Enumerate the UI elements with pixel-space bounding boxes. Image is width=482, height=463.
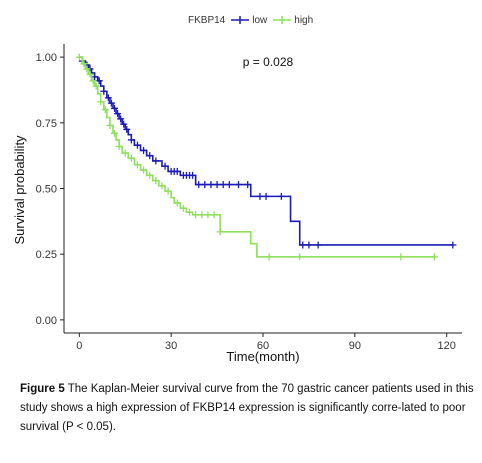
censor-mark-high [158,182,166,190]
y-tick-label: 0.75 [36,118,57,130]
survival-curve-high [79,56,435,258]
x-ticks: 0 30 60 90 120 [76,333,456,352]
legend-swatch-high [273,16,292,24]
x-tick-label: 0 [76,340,82,352]
censor-mark-high [80,60,88,68]
legend-swatch-low [231,16,250,24]
legend-item-high: high [273,15,313,26]
censor-mark-low [195,181,203,189]
censor-mark-low [127,136,135,144]
censor-mark-low [256,192,264,200]
censor-mark-high [216,228,224,236]
y-tick-label: 0.25 [36,249,57,261]
censor-mark-high [111,129,119,137]
legend-label-high: high [294,14,314,26]
figure-caption: Figure 5 The Kaplan-Meier survival curve… [20,380,474,437]
p-value-annotation: p = 0.028 [243,55,294,69]
censor-mark-low [152,157,160,165]
censor-mark-high [430,253,438,261]
y-tick-label: 0.00 [36,315,57,327]
censor-mark-low [189,171,197,179]
legend-title: FKBP14 [188,14,226,26]
x-axis-title: Time(month) [226,349,299,364]
censor-mark-low [235,181,243,189]
censor-mark-high [92,82,100,90]
censor-mark-low [173,167,181,175]
censor-mark-low [120,120,128,128]
censor-mark-high [89,77,97,85]
censor-mark-low [277,192,285,200]
censor-mark-high [164,187,172,195]
censor-mark-high [140,166,148,174]
censor-mark-low [133,141,141,149]
censor-mark-low [213,181,221,189]
censor-mark-low [123,125,131,133]
censor-mark-low [244,181,252,189]
legend: FKBP14 low high [188,12,319,28]
y-ticks: 0.00 0.25 0.50 0.75 1.00 [36,52,64,327]
censor-mark-low [449,241,457,249]
censor-mark-low [117,115,125,123]
censor-mark-high [146,171,154,179]
censor-mark-low [201,181,209,189]
censor-mark-low [114,110,122,118]
censor-mark-low [100,87,108,95]
censor-mark-high [127,154,135,162]
x-tick-label: 30 [165,340,177,352]
censor-mark-low [111,104,119,112]
censor-mark-low [207,181,215,189]
caption-text: The Kaplan-Meier survival curve from the… [20,383,474,433]
censor-mark-high [265,253,273,261]
x-tick-label: 120 [438,340,456,352]
censor-mark-high [106,121,114,129]
censor-mark-high [198,211,206,219]
censor-mark-low [262,192,270,200]
censor-mark-high [210,211,218,219]
censor-mark-high [75,53,83,61]
legend-label-low: low [252,14,268,26]
y-tick-label: 0.50 [36,184,57,196]
censor-mark-low [305,241,313,249]
caption-label: Figure 5 [20,383,65,395]
censor-mark-high [296,253,304,261]
censor-mark-low [225,181,233,189]
censor-mark-high [86,70,94,78]
survival-curve-low [79,56,453,246]
censor-mark-low [95,77,103,85]
y-axis-title: Survival probability [12,135,27,245]
censor-mark-low [299,241,307,249]
censor-mark-high [152,177,160,185]
censor-mark-high [179,204,187,212]
censor-mark-high [186,208,194,216]
legend-item-low: low [231,15,267,26]
censor-mark-high [133,161,141,169]
x-tick-label: 90 [349,340,361,352]
y-tick-label: 1.00 [36,52,57,64]
x-tick-label: 60 [257,340,269,352]
km-plot: 0.00 0.25 0.50 0.75 1.00 0 30 60 90 120 p = 0.02… [12,44,462,364]
censor-mark-high [397,253,405,261]
censor-mark-low [219,181,227,189]
censor-mark-low [104,94,112,102]
censor-mark-low [107,99,115,107]
censor-mark-low [161,162,169,170]
survival-curves [75,53,457,261]
censor-mark-low [314,241,322,249]
censor-mark-high [97,98,105,106]
censor-mark-high [121,149,129,157]
censor-mark-high [204,211,212,219]
censor-mark-high [173,199,181,207]
censor-mark-high [83,65,91,73]
censor-mark-high [192,211,200,219]
censor-mark-high [115,142,123,150]
censor-mark-low [140,146,148,154]
censor-mark-high [101,106,109,114]
censor-mark-low [146,152,154,160]
